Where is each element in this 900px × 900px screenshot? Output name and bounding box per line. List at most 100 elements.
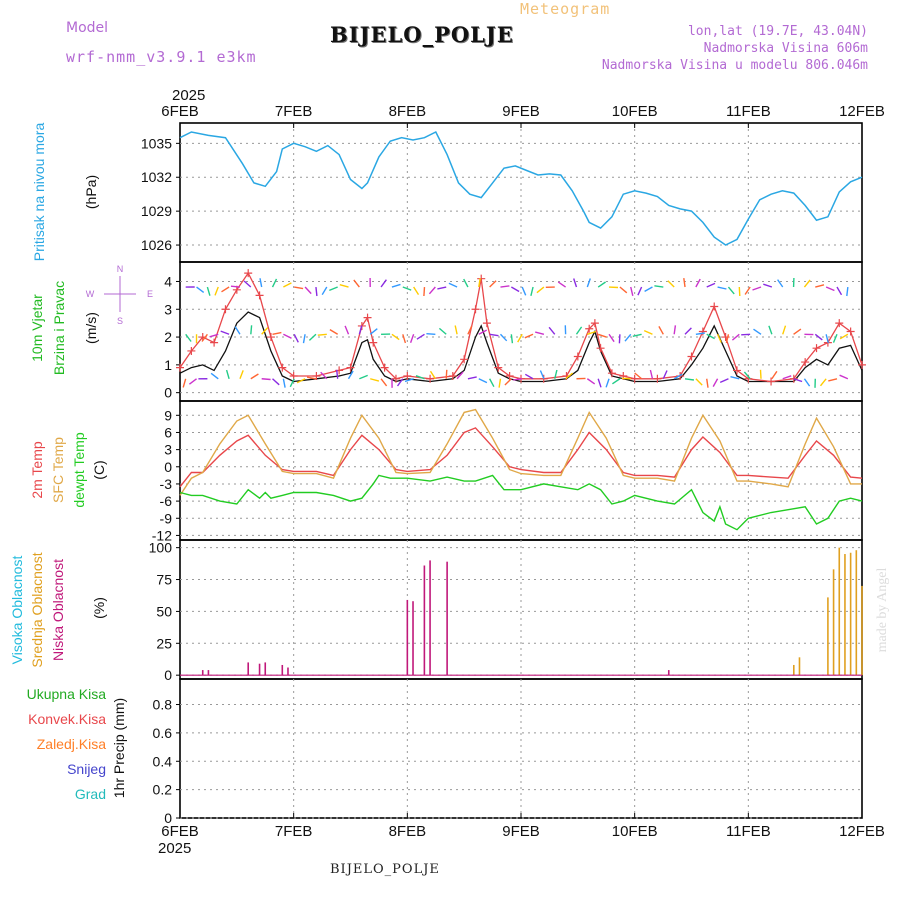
wind-direction-arrow bbox=[825, 286, 835, 292]
model-name: wrf-nmm_v3.9.1 e3km bbox=[66, 48, 257, 66]
wind-gust-marker bbox=[380, 363, 389, 372]
wind-direction-arrow bbox=[832, 334, 838, 343]
wind-direction-arrow bbox=[727, 286, 735, 295]
x-bottom-label: 8FEB bbox=[389, 823, 427, 840]
temperature-ytick-label: 0 bbox=[164, 459, 172, 475]
pressure-line bbox=[179, 130, 863, 246]
year-label-bottom: 2025 bbox=[158, 840, 191, 857]
wind-direction-arrow bbox=[293, 333, 299, 343]
wind-direction-arrow bbox=[282, 378, 286, 388]
x-top-label: 9FEB bbox=[502, 103, 540, 120]
wind-direction-arrow bbox=[605, 378, 610, 388]
wind-direction-arrow bbox=[803, 279, 811, 288]
x-bottom-label: 7FEB bbox=[275, 823, 313, 840]
wind-ytick-label: 3 bbox=[164, 301, 172, 317]
temp-ylabel-sfc: SFC Temp bbox=[50, 437, 66, 503]
wind-gust-marker bbox=[369, 338, 378, 347]
pressure-panel-frame bbox=[179, 122, 863, 263]
wind-direction-arrow bbox=[793, 378, 803, 383]
wind-direction-arrow bbox=[763, 283, 773, 288]
wind-unit: (m/s) bbox=[83, 312, 99, 344]
wind-gust-marker bbox=[698, 327, 707, 336]
wind-direction-arrow bbox=[683, 278, 686, 288]
wind-gust-marker bbox=[448, 371, 457, 380]
wind-gust-marker bbox=[573, 352, 582, 361]
wind-direction-arrow bbox=[673, 325, 677, 335]
wind-direction-arrow bbox=[644, 286, 653, 293]
wind-direction-arrow bbox=[753, 328, 762, 335]
cloud-ytick-label: 100 bbox=[149, 540, 173, 556]
x-top-label: 12FEB bbox=[839, 103, 885, 120]
wind-direction-arrow bbox=[846, 286, 849, 297]
wind-direction-arrow bbox=[836, 286, 843, 296]
wind-gust-marker bbox=[767, 377, 776, 386]
wind-direction-arrow bbox=[409, 334, 415, 343]
wind-gust-marker bbox=[346, 363, 355, 372]
wind-direction-arrow bbox=[391, 283, 401, 288]
wind-direction-arrow bbox=[201, 333, 208, 342]
wind-direction-arrow bbox=[259, 278, 263, 288]
wind-direction-arrow bbox=[573, 278, 578, 288]
wind-direction-arrow bbox=[730, 376, 740, 380]
pressure-ytick-label: 1035 bbox=[141, 135, 172, 151]
wind-gust-line bbox=[179, 271, 863, 383]
wind-direction-arrow bbox=[206, 286, 211, 296]
cloud-ylabel-mid: Srednja Oblacnost bbox=[29, 552, 45, 667]
wind-direction-arrow bbox=[329, 286, 338, 292]
wind-gust-marker bbox=[812, 344, 821, 353]
wind-direction-arrow bbox=[308, 333, 317, 341]
wind-direction-arrow bbox=[339, 284, 349, 288]
wind-direction-arrow bbox=[234, 326, 241, 335]
temperature-ytick-label: -3 bbox=[160, 476, 173, 492]
year-label-top: 2025 bbox=[172, 87, 205, 104]
wind-gust-marker bbox=[266, 333, 275, 342]
wind-direction-arrow bbox=[315, 286, 318, 297]
wind-direction-arrow bbox=[221, 286, 230, 293]
wind-gust-marker bbox=[477, 274, 486, 283]
cloud-ytick-label: 0 bbox=[164, 667, 172, 683]
wind-direction-arrow bbox=[437, 286, 447, 290]
wind-direction-arrow bbox=[637, 286, 643, 296]
wind-direction-arrow bbox=[612, 378, 621, 385]
elevation-label: Nadmorska Visina 606m bbox=[703, 41, 868, 56]
cloud-ylabel-high: Visoka Oblacnost bbox=[9, 556, 25, 665]
wind-direction-arrow bbox=[706, 378, 709, 388]
wind-gust-marker bbox=[176, 363, 184, 372]
cloud-ytick-label: 25 bbox=[156, 635, 172, 651]
wind-direction-arrow bbox=[306, 376, 317, 380]
wind-direction-arrow bbox=[741, 333, 751, 336]
wind-gust-marker bbox=[391, 374, 400, 383]
wind-direction-arrow bbox=[513, 378, 523, 381]
wind-direction-arrow bbox=[643, 329, 653, 335]
precip-ytick-label: 0.6 bbox=[153, 725, 173, 741]
cloud-ylabel-low: Niska Oblacnost bbox=[50, 559, 66, 661]
wind-direction-arrow bbox=[619, 286, 628, 294]
wind-direction-arrow bbox=[695, 378, 703, 386]
wind-direction-arrow bbox=[632, 333, 642, 337]
footer-station: BIJELO_POLJE bbox=[330, 862, 440, 877]
wind-direction-arrow bbox=[498, 378, 502, 388]
wind-direction-arrow bbox=[684, 378, 694, 381]
precip-panel-frame bbox=[179, 678, 863, 819]
wind-direction-arrow bbox=[782, 325, 787, 335]
wind-gust-marker bbox=[630, 374, 639, 383]
wind-direction-arrow bbox=[370, 378, 380, 382]
wind-direction-arrow bbox=[445, 369, 448, 379]
temperature-ytick-label: -9 bbox=[160, 510, 173, 526]
wind-direction-arrow bbox=[413, 286, 420, 295]
wind-gust-marker bbox=[426, 374, 435, 383]
x-top-label: 6FEB bbox=[161, 103, 199, 120]
wind-gust-marker bbox=[278, 363, 287, 372]
wind-gust-marker bbox=[363, 313, 372, 322]
credit-watermark: made by Angel bbox=[875, 568, 890, 653]
wind-direction-arrow bbox=[336, 369, 339, 379]
wind-direction-arrow bbox=[261, 378, 271, 381]
temperature-ytick-label: 6 bbox=[164, 424, 172, 440]
wind-direction-arrow bbox=[597, 378, 602, 388]
wind-direction-arrow bbox=[597, 333, 607, 338]
wind-direction-arrow bbox=[426, 333, 436, 335]
wind-direction-arrow bbox=[210, 372, 219, 380]
x-top-label: 8FEB bbox=[389, 103, 427, 120]
wind-direction-arrow bbox=[634, 372, 643, 380]
x-bottom-label: 9FEB bbox=[502, 823, 540, 840]
